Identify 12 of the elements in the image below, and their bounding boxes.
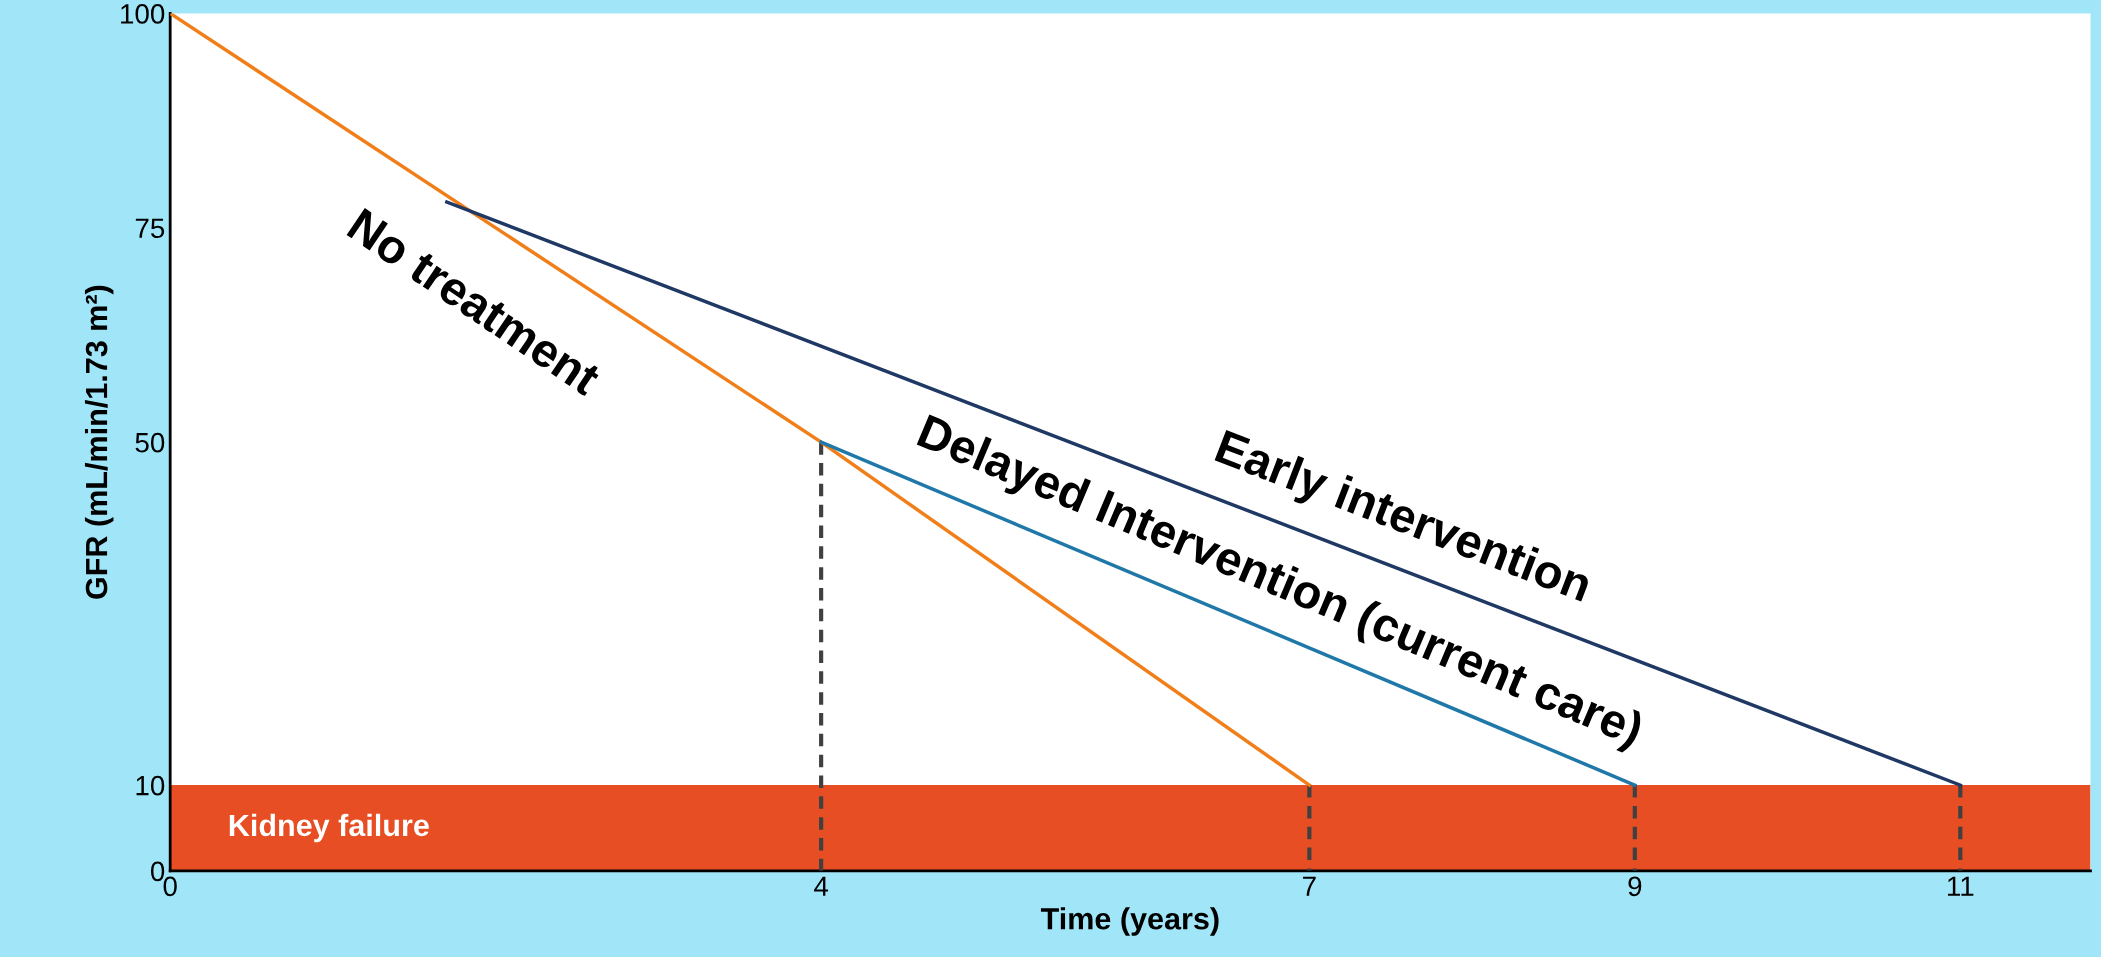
y-tick-label: 50: [135, 432, 165, 453]
x-tick-label: 4: [814, 876, 829, 896]
x-tick-label: 7: [1303, 876, 1316, 896]
band-label: Kidney failure: [229, 813, 429, 843]
x-axis-title: Time (years): [1040, 907, 1219, 936]
x-tick-label: 11: [1948, 876, 1974, 896]
x-tick-label: 9: [1628, 876, 1642, 897]
y-tick-label: 75: [135, 218, 165, 239]
y-tick-label: 100: [121, 4, 165, 24]
y-axis-title: GFR (mL/min/1.73 m²): [84, 285, 114, 599]
y-tick-label: 0: [150, 861, 165, 882]
y-tick-label: 10: [136, 775, 165, 796]
